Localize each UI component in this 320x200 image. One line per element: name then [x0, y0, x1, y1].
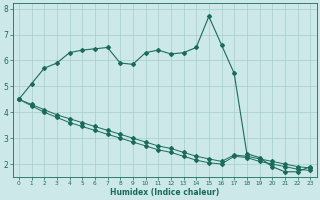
X-axis label: Humidex (Indice chaleur): Humidex (Indice chaleur)	[110, 188, 219, 197]
